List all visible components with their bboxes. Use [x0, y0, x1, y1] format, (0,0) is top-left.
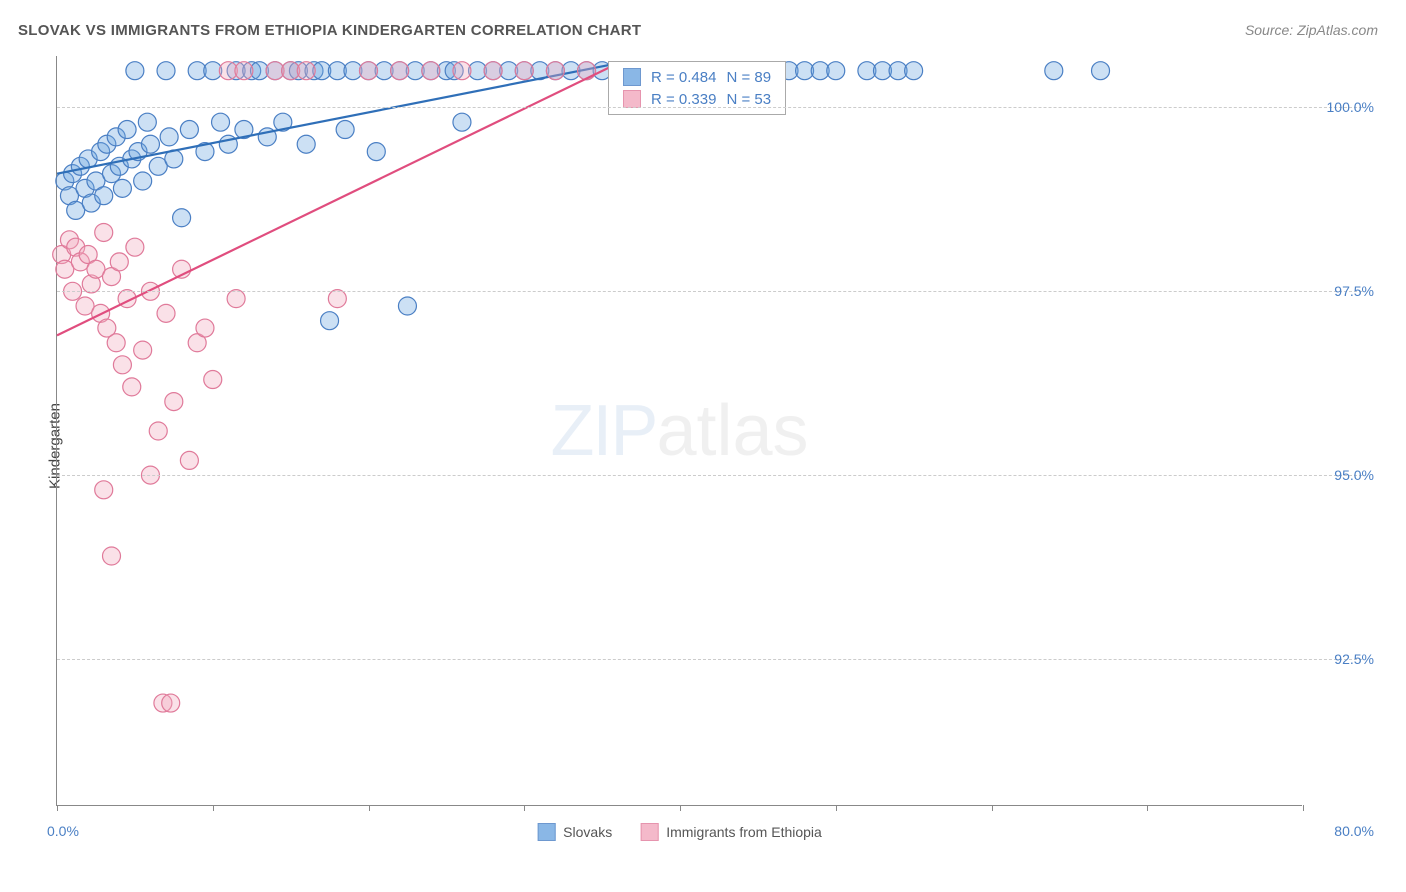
data-point: [391, 62, 409, 80]
data-point: [546, 62, 564, 80]
plot-area: ZIPatlas R = 0.484 N = 89 R = 0.339 N = …: [56, 56, 1302, 806]
data-point: [95, 187, 113, 205]
legend-label-slovaks: Slovaks: [563, 824, 612, 840]
data-point: [138, 113, 156, 131]
xtick: [992, 805, 993, 811]
stats-row-ethiopia: R = 0.339 N = 53: [623, 90, 771, 108]
data-point: [398, 297, 416, 315]
data-point: [297, 135, 315, 153]
data-point: [235, 62, 253, 80]
stats-swatch-ethiopia: [623, 90, 641, 108]
data-point: [107, 334, 125, 352]
data-point: [180, 451, 198, 469]
legend-swatch-ethiopia: [640, 823, 658, 841]
data-point: [827, 62, 845, 80]
data-point: [321, 312, 339, 330]
data-point: [95, 481, 113, 499]
legend-item-slovaks: Slovaks: [537, 823, 612, 841]
data-point: [162, 694, 180, 712]
data-point: [123, 378, 141, 396]
data-point: [297, 62, 315, 80]
data-point: [328, 290, 346, 308]
data-point: [149, 422, 167, 440]
ytick-label: 92.5%: [1334, 651, 1374, 667]
legend-swatch-slovaks: [537, 823, 555, 841]
xtick: [57, 805, 58, 811]
xtick: [1303, 805, 1304, 811]
data-point: [484, 62, 502, 80]
data-point: [110, 253, 128, 271]
data-point: [453, 113, 471, 131]
data-point: [157, 304, 175, 322]
gridline: [57, 659, 1362, 660]
data-point: [367, 143, 385, 161]
data-point: [118, 121, 136, 139]
data-point: [141, 135, 159, 153]
data-point: [126, 62, 144, 80]
data-point: [422, 62, 440, 80]
chart-source: Source: ZipAtlas.com: [1245, 22, 1378, 38]
data-point: [1045, 62, 1063, 80]
data-point: [204, 371, 222, 389]
data-point: [515, 62, 533, 80]
ytick-label: 100.0%: [1327, 99, 1374, 115]
data-point: [113, 356, 131, 374]
data-point: [212, 113, 230, 131]
data-point: [134, 341, 152, 359]
legend-item-ethiopia: Immigrants from Ethiopia: [640, 823, 822, 841]
data-point: [336, 121, 354, 139]
chart-title: SLOVAK VS IMMIGRANTS FROM ETHIOPIA KINDE…: [18, 22, 641, 39]
stats-row-slovaks: R = 0.484 N = 89: [623, 68, 771, 86]
stats-n-slovaks: N = 89: [726, 69, 771, 86]
legend: Slovaks Immigrants from Ethiopia: [537, 823, 822, 841]
data-point: [173, 209, 191, 227]
chart-container: SLOVAK VS IMMIGRANTS FROM ETHIOPIA KINDE…: [0, 0, 1406, 892]
data-point: [113, 179, 131, 197]
data-point: [453, 62, 471, 80]
data-point: [905, 62, 923, 80]
xtick: [836, 805, 837, 811]
data-point: [126, 238, 144, 256]
data-point: [180, 121, 198, 139]
xtick: [524, 805, 525, 811]
ytick-label: 97.5%: [1334, 283, 1374, 299]
data-point: [165, 393, 183, 411]
x-axis-label-right: 80.0%: [1334, 823, 1374, 839]
chart-svg: [57, 56, 1302, 805]
x-axis-label-left: 0.0%: [47, 823, 79, 839]
data-point: [160, 128, 178, 146]
gridline: [57, 475, 1362, 476]
data-point: [157, 62, 175, 80]
legend-label-ethiopia: Immigrants from Ethiopia: [666, 824, 822, 840]
xtick: [213, 805, 214, 811]
gridline: [57, 107, 1362, 108]
data-point: [360, 62, 378, 80]
stats-r-slovaks: R = 0.484: [651, 69, 716, 86]
xtick: [1147, 805, 1148, 811]
data-point: [227, 290, 245, 308]
data-point: [578, 62, 596, 80]
ytick-label: 95.0%: [1334, 467, 1374, 483]
stats-r-ethiopia: R = 0.339: [651, 91, 716, 108]
data-point: [196, 319, 214, 337]
stats-n-ethiopia: N = 53: [726, 91, 771, 108]
xtick: [369, 805, 370, 811]
xtick: [680, 805, 681, 811]
gridline: [57, 291, 1362, 292]
data-point: [134, 172, 152, 190]
data-point: [1092, 62, 1110, 80]
stats-swatch-slovaks: [623, 68, 641, 86]
data-point: [103, 547, 121, 565]
data-point: [95, 223, 113, 241]
